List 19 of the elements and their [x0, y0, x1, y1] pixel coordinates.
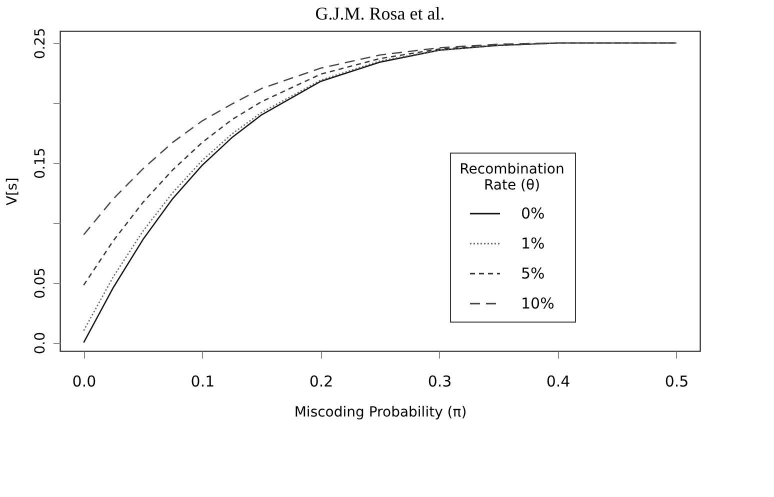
legend-title: Recombination Rate (θ) — [460, 162, 564, 194]
y-tick-label: 0.15 — [32, 148, 48, 179]
x-tick-label: 0.0 — [72, 372, 96, 390]
y-tick-label: 0.0 — [32, 332, 48, 354]
legend-label: 0% — [521, 204, 545, 223]
x-tick-label: 0.4 — [546, 372, 570, 390]
y-tick-label: 0.25 — [32, 28, 48, 60]
y-tick-label: 0.05 — [32, 268, 48, 299]
x-axis-title: Miscoding Probability (π) — [294, 404, 467, 420]
legend-label: 1% — [521, 234, 545, 253]
chart-title: G.J.M. Rosa et al. — [315, 3, 445, 24]
x-tick-label: 0.5 — [664, 372, 689, 390]
x-tick-label: 0.1 — [190, 372, 215, 390]
line-series — [83, 42, 677, 286]
x-tick-label: 0.2 — [309, 372, 334, 390]
x-tick-label: 0.3 — [428, 372, 452, 390]
legend-label: 10% — [521, 294, 554, 313]
legend-label: 5% — [521, 264, 545, 283]
y-axis-title: V[s] — [4, 178, 20, 206]
